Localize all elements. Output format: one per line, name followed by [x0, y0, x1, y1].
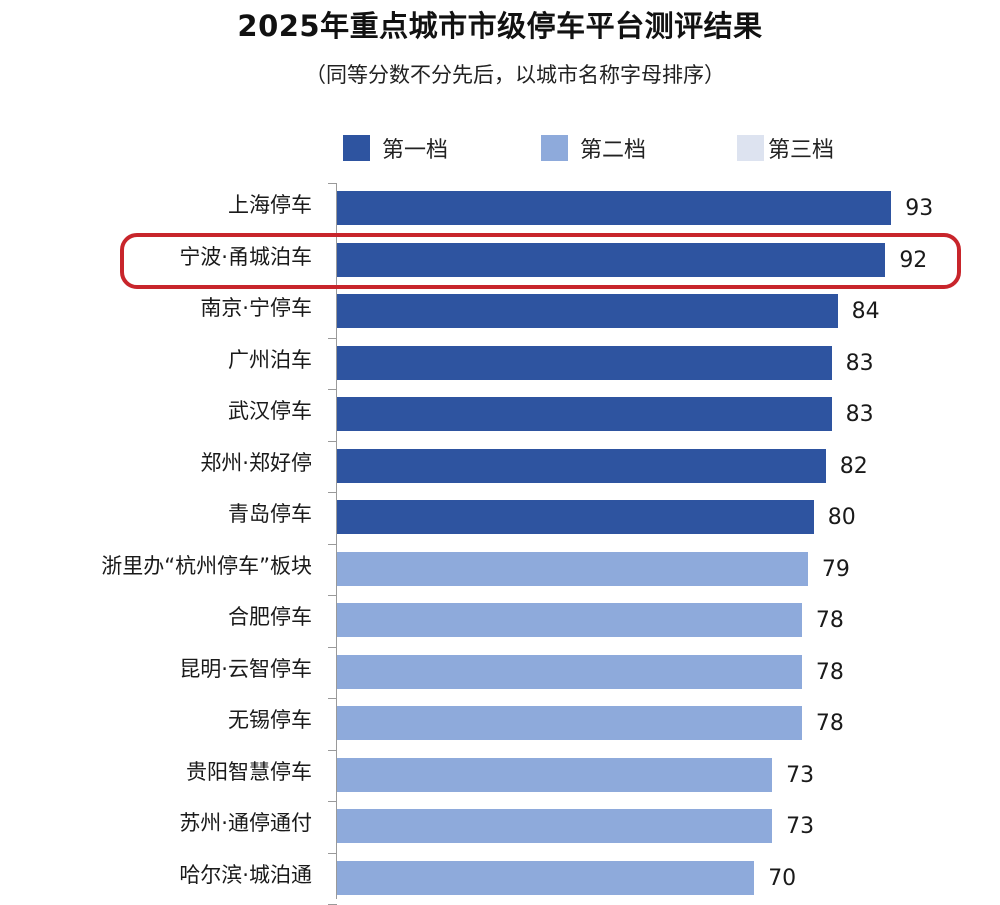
legend-label-tier-1: 第一档 [382, 138, 449, 163]
bar [337, 242, 886, 277]
bar-row: 青岛停车 80 [0, 489, 1000, 541]
category-label: 昆明·云智停车 [179, 656, 312, 681]
value-label: 82 [839, 453, 868, 479]
axis-tick [328, 801, 337, 802]
bar [337, 500, 814, 534]
axis-tick [328, 337, 337, 339]
value-label: 73 [786, 814, 815, 839]
legend-label-tier-2: 第二档 [580, 138, 647, 163]
bar-row: 南京·宁停车 84 [0, 283, 1000, 335]
chart-title: 2025年重点城市市级停车平台测评结果 [237, 9, 763, 43]
value-label: 92 [899, 247, 928, 273]
bar [337, 345, 832, 380]
legend-label-tier-3: 第三档 [768, 138, 835, 163]
bar [337, 191, 892, 225]
bar-row: 苏州·通停通付 73 [0, 798, 1000, 850]
value-label: 78 [815, 659, 844, 685]
axis-tick [328, 492, 337, 493]
bar-row: 上海停车 93 [0, 180, 1000, 232]
axis-tick [328, 852, 337, 854]
category-label: 苏州·通停通付 [179, 811, 312, 835]
bar-row: 昆明·云智停车 78 [0, 644, 1000, 696]
axis-tick [328, 646, 337, 648]
legend-item-tier-1: 第一档 [343, 130, 448, 166]
category-label: 哈尔滨·城泊通 [179, 862, 312, 887]
category-label: 合肥停车 [228, 605, 312, 629]
bar [337, 448, 826, 483]
value-label: 83 [845, 350, 874, 376]
axis-tick [328, 389, 337, 390]
category-label: 武汉停车 [228, 399, 312, 423]
category-label: 无锡停车 [228, 708, 312, 732]
axis-tick [328, 543, 337, 545]
legend-swatch-tier-1 [343, 135, 370, 161]
bar [337, 860, 755, 895]
category-axis [336, 183, 337, 899]
bar-row: 贵阳智慧停车 73 [0, 747, 1000, 799]
value-label: 73 [786, 762, 815, 788]
legend: 第一档 第二档 第三档 [0, 130, 1000, 166]
category-label: 青岛停车 [228, 502, 312, 526]
axis-tick [328, 183, 337, 184]
axis-tick [328, 595, 337, 596]
legend-swatch-tier-3 [737, 135, 764, 161]
bar-row: 广州泊车 83 [0, 335, 1000, 387]
bar-row: 武汉停车 83 [0, 386, 1000, 438]
category-label: 贵阳智慧停车 [186, 759, 312, 784]
category-label: 宁波·甬城泊车 [179, 244, 312, 269]
bar-row: 合肥停车 78 [0, 592, 1000, 644]
bar [337, 757, 773, 792]
value-label: 79 [821, 556, 850, 582]
bar-row: 浙里办“杭州停车”板块 79 [0, 541, 1000, 593]
bar-row: 宁波·甬城泊车 92 [0, 232, 1000, 284]
value-label: 78 [815, 711, 844, 736]
bar [337, 654, 802, 689]
value-label: 84 [851, 299, 880, 324]
category-label: 南京·宁停车 [200, 296, 312, 320]
bar [337, 603, 802, 637]
value-label: 80 [827, 505, 856, 530]
legend-item-tier-2: 第二档 [541, 130, 646, 166]
category-label: 广州泊车 [228, 347, 312, 372]
bar [337, 397, 832, 431]
plot-area: 上海停车 93 宁波·甬城泊车 92 南京·宁停车 84 广州泊车 83 武汉停车 83 郑州·郑好… [0, 180, 1000, 905]
value-label: 78 [815, 608, 844, 633]
bar [337, 809, 773, 843]
axis-tick [328, 749, 337, 751]
chart-subtitle: （同等分数不分先后，以城市名称字母排序） [305, 63, 725, 87]
bar-row: 郑州·郑好停 82 [0, 438, 1000, 490]
legend-swatch-tier-2 [541, 135, 568, 161]
category-label: 上海停车 [228, 193, 312, 217]
axis-tick [328, 698, 337, 699]
bar [337, 551, 808, 586]
legend-item-tier-3: 第三档 [737, 130, 834, 166]
bar [337, 706, 802, 740]
category-label: 郑州·郑好停 [200, 450, 312, 475]
value-label: 83 [845, 402, 874, 427]
value-label: 70 [768, 865, 797, 891]
bar-row: 哈尔滨·城泊通 70 [0, 850, 1000, 902]
value-label: 93 [905, 196, 934, 221]
bar [337, 294, 838, 328]
axis-tick [328, 440, 337, 442]
category-label: 浙里办“杭州停车”板块 [101, 553, 312, 578]
bar-row: 无锡停车 78 [0, 695, 1000, 747]
